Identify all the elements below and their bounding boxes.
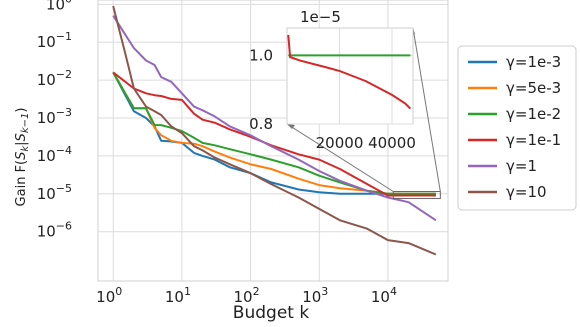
legend-label: γ=1 <box>506 157 537 175</box>
y-tick-label: 100 <box>46 0 72 13</box>
inset-y-tick-label: 0.8 <box>249 115 273 133</box>
main-series-lines <box>112 5 437 256</box>
legend-label: γ=1e-2 <box>506 105 561 123</box>
series-line <box>112 71 436 197</box>
main-tick-labels: 100 101 102 103 104 10−6 10−5 10−4 10−3 10−2 10−1 1… <box>37 0 397 306</box>
y-tick-label: 10−2 <box>37 68 72 89</box>
main-plot-frame <box>97 0 449 282</box>
legend-label: γ=1e-3 <box>506 53 561 71</box>
inset-y-tick-label: 1.0 <box>249 46 273 64</box>
inset-x-tick-label: 20000 <box>316 134 364 152</box>
connector-arrow <box>287 124 295 129</box>
connector-line <box>286 123 394 192</box>
y-tick-label: 10−5 <box>37 182 72 203</box>
x-tick-label: 100 <box>96 285 122 306</box>
legend-label: γ=1e-1 <box>506 131 561 149</box>
y-tick-label: 10−1 <box>37 30 72 51</box>
x-tick-label: 102 <box>234 285 260 306</box>
y-tick-label: 10−3 <box>37 106 72 127</box>
connector-line <box>412 27 441 192</box>
inset-plot: 20000 40000 0.8 1.0 1e−5 <box>249 8 416 152</box>
legend-label: γ=5e-3 <box>506 79 561 97</box>
inset-series-line <box>287 34 412 110</box>
inset-x-tick-label: 40000 <box>368 134 416 152</box>
x-tick-label: 103 <box>302 285 328 306</box>
y-tick-label: 10−4 <box>37 144 72 165</box>
y-axis-label: Gain F(Sk|Sk−1) <box>14 108 31 207</box>
legend: γ=1e-3 γ=5e-3 γ=1e-2 γ=1e-1 γ=1 γ=10 <box>457 45 577 211</box>
legend-label: γ=10 <box>506 183 547 201</box>
series-line <box>112 15 437 222</box>
inset-connector-lines <box>286 27 441 200</box>
x-tick-label: 104 <box>371 285 397 306</box>
inset-offset-text: 1e−5 <box>300 8 341 26</box>
series-line <box>112 5 437 256</box>
zoom-region-box <box>392 190 441 200</box>
x-tick-label: 101 <box>165 285 191 306</box>
y-tick-label: 10−6 <box>37 220 72 241</box>
x-axis-label: Budget k <box>233 303 310 323</box>
